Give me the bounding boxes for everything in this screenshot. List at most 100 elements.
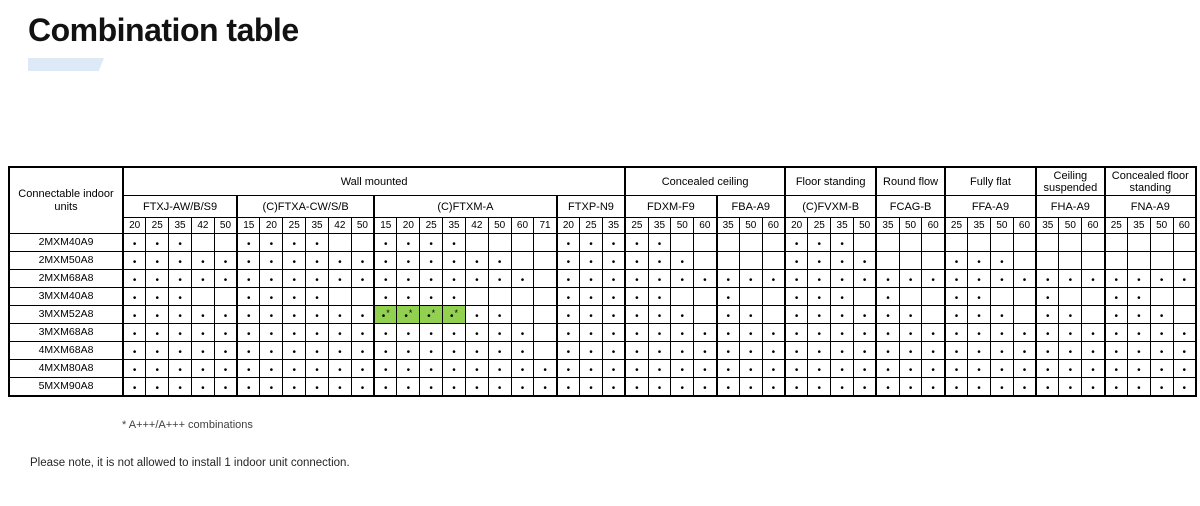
dot-mark: • (977, 275, 981, 286)
combo-cell (1081, 305, 1106, 324)
combo-cell (1081, 251, 1106, 270)
combo-cell: • (715, 269, 740, 288)
combo-cell: • (830, 359, 854, 378)
combo-cell: • (830, 377, 854, 397)
dot-mark: • (247, 383, 251, 394)
dot-mark: • (1114, 347, 1119, 358)
combo-cell: • (853, 269, 877, 288)
dot-mark: • (931, 347, 935, 358)
dot-mark: • (977, 383, 981, 394)
combo-cell: • (624, 341, 649, 360)
dot-mark: • (1068, 347, 1073, 358)
combo-cell: • (853, 377, 877, 397)
combo-cell: • (875, 341, 900, 360)
dot-mark: • (794, 383, 799, 394)
combo-cell: • (122, 341, 147, 360)
dot-mark: • (840, 347, 844, 358)
dot-mark: • (155, 311, 159, 322)
size-header: 50 (487, 217, 512, 234)
dot-mark: • (475, 365, 479, 376)
dot-mark: • (223, 347, 228, 358)
combo-cell: • (784, 305, 809, 324)
combo-cell: • (898, 377, 923, 397)
combo-cell: • (1172, 269, 1197, 288)
dot-mark: • (954, 257, 959, 268)
dot-mark: • (475, 383, 479, 394)
combo-cell: • (510, 269, 535, 288)
dot-mark: • (954, 311, 959, 322)
size-header: 50 (670, 217, 695, 234)
size-header: 60 (1081, 217, 1106, 234)
size-header: 35 (168, 217, 192, 234)
dot-mark: • (794, 239, 799, 250)
combo-cell: • (1126, 323, 1151, 342)
combo-cell: • (350, 269, 375, 288)
combo-cell: • (1012, 269, 1037, 288)
combo-cell: • (761, 377, 786, 397)
combo-cell: • (601, 287, 626, 306)
combo-cell: • (305, 359, 329, 378)
combo-cell: • (1012, 323, 1037, 342)
combo-cell: • (213, 341, 238, 360)
combo-cell: • (419, 251, 444, 270)
dot-mark: • (726, 293, 730, 304)
combo-cell: • (670, 359, 695, 378)
combo-cell: • (830, 233, 854, 252)
combo-cell: • (921, 341, 946, 360)
table-row: 2MXM50A8 • • • • • • • • • • • • • • • • • • • • • • • • • • • • • • (8, 251, 1197, 270)
combo-cell: • (282, 287, 307, 306)
combo-cell: • (259, 341, 284, 360)
combo-cell: • (738, 269, 763, 288)
combo-cell (1103, 251, 1128, 270)
size-header: 50 (1058, 217, 1083, 234)
size-header: 20 (259, 217, 284, 234)
dot-mark: • (520, 329, 525, 340)
combo-cell: • (190, 341, 215, 360)
combo-cell: • (282, 323, 307, 342)
combo-cell: • (601, 251, 626, 270)
combo-cell: • (738, 377, 763, 397)
combo-cell: • (487, 305, 512, 324)
dot-mark: • (635, 293, 639, 304)
dot-mark: • (155, 365, 159, 376)
size-header: 25 (282, 217, 307, 234)
combo-cell: • (145, 323, 170, 342)
combo-cell: • (145, 269, 170, 288)
dot-mark: • (452, 365, 456, 376)
combo-cell (1035, 251, 1060, 270)
combo-cell: • (396, 287, 421, 306)
combo-cell: • (989, 251, 1014, 270)
dot-mark: • (794, 311, 799, 322)
dot-mark: • (1022, 365, 1027, 376)
dot-mark: • (1182, 275, 1187, 286)
dot-mark: • (1114, 275, 1119, 286)
dot-mark: • (201, 311, 205, 322)
dot-mark: • (611, 311, 616, 322)
size-header: 50 (898, 217, 923, 234)
install-note: Please note, it is not allowed to instal… (30, 457, 350, 469)
dot-mark: • (247, 275, 251, 286)
combo-cell: • (943, 251, 969, 270)
combo-cell: • (647, 305, 672, 324)
combo-cell: • (1058, 323, 1083, 342)
combo-cell: • (830, 305, 854, 324)
group-header: Ceiling suspended (1035, 166, 1106, 196)
dot-mark: • (449, 311, 454, 322)
size-header: 35 (601, 217, 626, 234)
dot-mark: • (292, 383, 296, 394)
dot-mark: • (931, 383, 935, 394)
dot-mark: • (406, 239, 411, 250)
dot-mark: • (635, 239, 639, 250)
combo-cell: • (967, 341, 991, 360)
dot-mark: • (360, 347, 365, 358)
dot-mark: • (269, 365, 274, 376)
combo-cell: • (350, 377, 375, 397)
dot-mark: • (315, 275, 319, 286)
dot-mark: • (520, 347, 525, 358)
dot-mark: • (1022, 383, 1027, 394)
combo-cell: • (168, 233, 192, 252)
dot-mark: • (475, 329, 479, 340)
dot-mark: • (1114, 383, 1119, 394)
dot-mark: • (611, 347, 616, 358)
dot-mark: • (178, 239, 182, 250)
